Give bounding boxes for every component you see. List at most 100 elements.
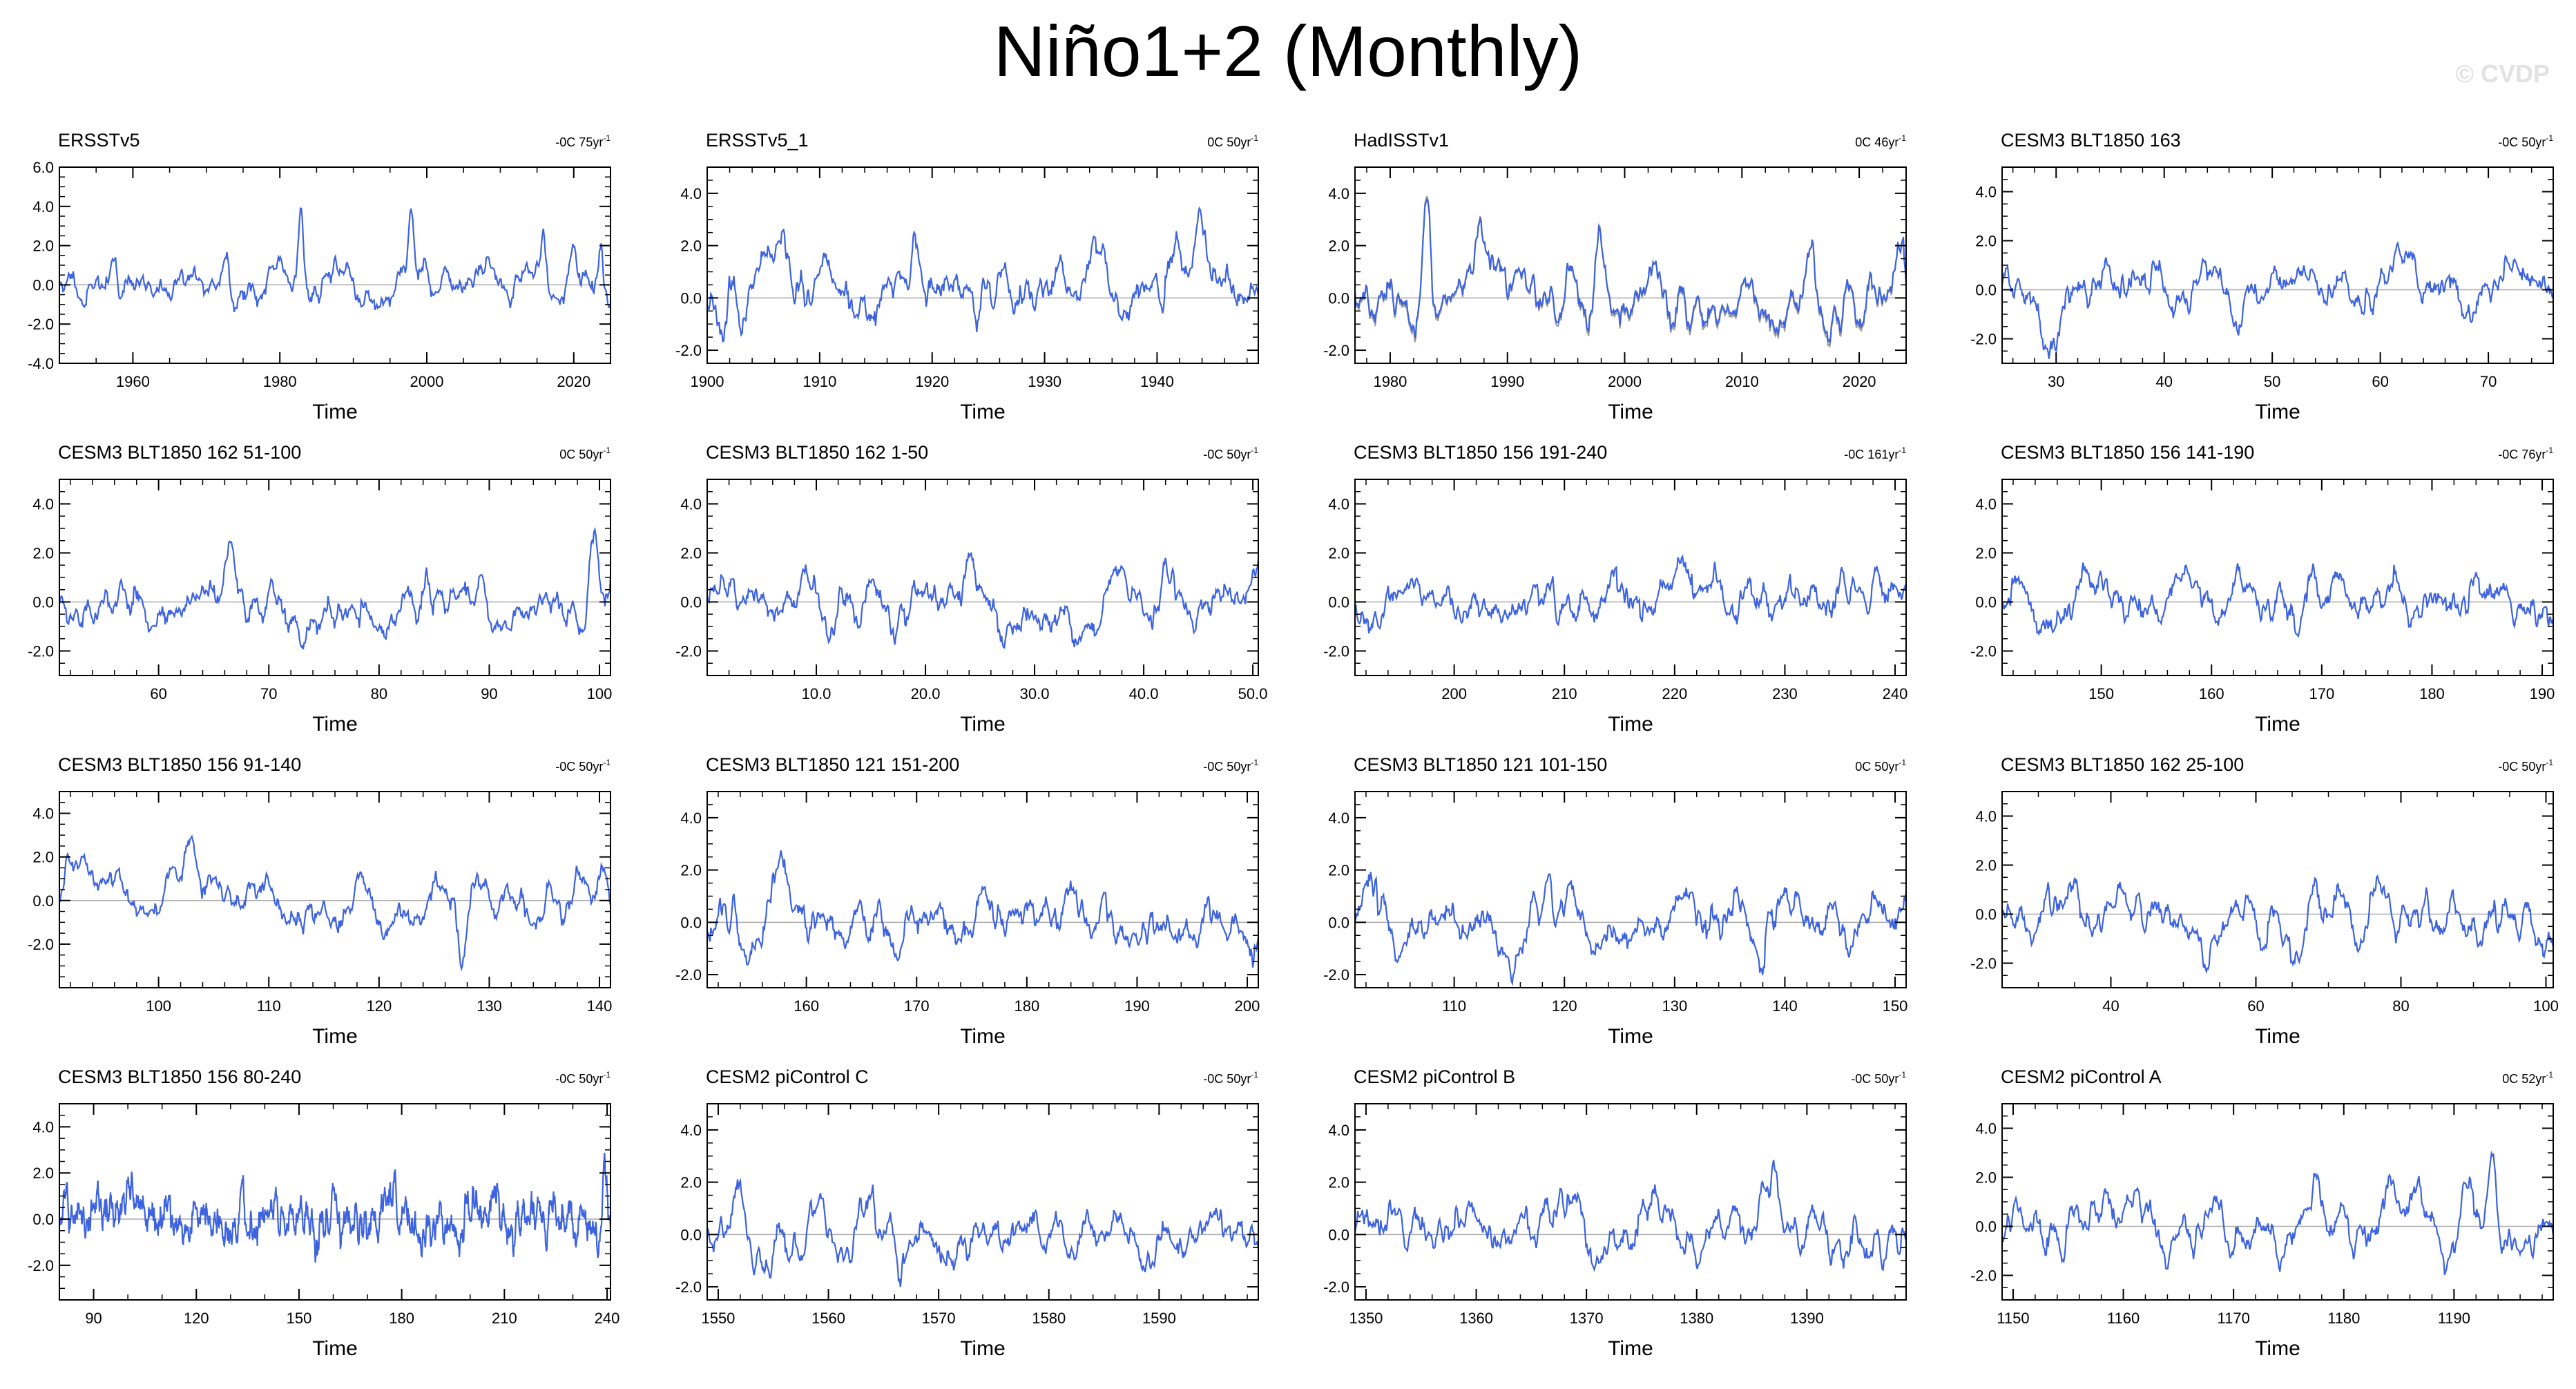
y-tick-label: 2.0 (32, 849, 54, 866)
x-tick-label: 60 (150, 685, 166, 702)
panel-9: CESM3 BLT1850 156 91-140 -0C 50yr-1 -2.0 0.… (28, 754, 612, 1048)
x-tick-label: 100 (146, 997, 171, 1015)
x-tick-label: 180 (2419, 685, 2445, 702)
x-tick-label: 170 (904, 997, 930, 1015)
trend-label: 0C 50yr-1 (1207, 133, 1258, 149)
x-tick-label: 60 (2247, 997, 2264, 1015)
y-tick-label: -2.0 (28, 643, 54, 660)
x-tick-label: 30 (2048, 373, 2064, 390)
y-tick-label: 4.0 (1328, 496, 1349, 513)
panel-title: CESM3 BLT1850 162 51-100 (58, 442, 301, 463)
x-tick-label: 90 (85, 1310, 102, 1327)
x-tick-label: 50 (2264, 373, 2280, 390)
x-tick-label: 160 (794, 997, 819, 1015)
x-tick-label: 1380 (1680, 1310, 1713, 1327)
x-tick-label: 200 (1235, 997, 1260, 1015)
panel-title: ERSSTv5_1 (706, 130, 809, 151)
panel-13: CESM3 BLT1850 156 80-240 -0C 50yr-1 -2.0 0.… (28, 1066, 619, 1360)
y-tick-label: 0.0 (680, 914, 702, 931)
series-line (707, 850, 1258, 968)
x-tick-label: 2000 (1608, 373, 1642, 390)
x-tick-label: 160 (2199, 685, 2224, 702)
trend-label: -0C 50yr-1 (2498, 133, 2553, 149)
y-tick-label: 4.0 (32, 805, 54, 823)
x-tick-label: 2020 (1843, 373, 1876, 390)
y-tick-label: -2.0 (1970, 643, 1997, 660)
series-line (2002, 1150, 2553, 1276)
watermark: © CVDP (2455, 59, 2550, 88)
x-tick-label: 90 (481, 685, 497, 702)
x-tick-label: 1360 (1459, 1310, 1493, 1327)
x-tick-label: 2010 (1725, 373, 1759, 390)
panel-5: CESM3 BLT1850 162 51-100 0C 50yr-1 -2.0 0.0… (28, 442, 612, 736)
y-tick-label: -2.0 (1323, 1278, 1349, 1296)
panel-15: CESM2 piControl B -0C 50yr-1 -2.0 0.0 2.0 4.0… (1323, 1066, 1907, 1360)
plot-frame (707, 166, 1259, 364)
x-tick-label: 1960 (116, 373, 150, 390)
x-tick-label: 30.0 (1020, 685, 1050, 702)
x-tick-label: 150 (1883, 997, 1908, 1015)
y-tick-label: 0.0 (1328, 594, 1349, 611)
panel-title: CESM3 BLT1850 162 25-100 (2001, 754, 2244, 775)
x-axis-label: Time (960, 713, 1006, 736)
x-tick-label: 1900 (691, 373, 724, 390)
y-tick-label: 2.0 (32, 545, 54, 562)
x-tick-label: 10.0 (802, 685, 832, 702)
x-tick-label: 1180 (2327, 1310, 2360, 1327)
panel-title: CESM3 BLT1850 156 191-240 (1354, 442, 1607, 463)
y-tick-label: -2.0 (675, 342, 702, 359)
panel-2: ERSSTv5_1 0C 50yr-1 -2.0 0.0 2.0 4.0 1900 1910 1… (675, 130, 1259, 423)
panel-title: CESM3 BLT1850 156 80-240 (58, 1066, 301, 1087)
series-line (1355, 198, 1906, 343)
x-tick-label: 60 (2372, 373, 2388, 390)
panel-3: HadISSTv1 0C 46yr-1 -2.0 0.0 2.0 4.0 1980 1990 2… (1323, 130, 1907, 423)
x-tick-label: 1980 (1373, 373, 1407, 390)
y-tick-label: 4.0 (1328, 810, 1349, 827)
y-tick-label: 4.0 (1328, 1122, 1349, 1139)
trend-label: -0C 50yr-1 (555, 758, 611, 774)
panel-title: CESM3 BLT1850 162 1-50 (706, 442, 928, 463)
y-tick-label: -2.0 (1970, 955, 1997, 973)
x-tick-label: 150 (287, 1310, 312, 1327)
x-tick-label: 50.0 (1238, 685, 1268, 702)
x-tick-label: 100 (587, 685, 613, 702)
x-tick-label: 80 (2392, 997, 2409, 1015)
x-tick-label: 120 (366, 997, 392, 1015)
y-tick-label: 0.0 (680, 594, 702, 611)
trend-label: -0C 50yr-1 (555, 1070, 611, 1086)
y-tick-label: 0.0 (32, 594, 54, 611)
x-tick-label: 130 (1662, 997, 1687, 1015)
y-tick-label: -2.0 (1970, 1267, 1997, 1285)
y-tick-label: 0.0 (680, 1226, 702, 1243)
x-tick-label: 170 (2309, 685, 2334, 702)
panel-12: CESM3 BLT1850 162 25-100 -0C 50yr-1 -2.0 0.… (1970, 754, 2559, 1048)
y-tick-label: 0.0 (32, 1211, 54, 1228)
x-tick-label: 230 (1772, 685, 1798, 702)
x-axis-label: Time (1608, 1337, 1653, 1360)
y-tick-label: -2.0 (675, 966, 702, 984)
page-title: Niño1+2 (Monthly) (993, 12, 1583, 92)
panel-title: CESM3 BLT1850 163 (2001, 130, 2181, 151)
plot-frame (1354, 479, 1907, 676)
trend-label: 0C 46yr-1 (1855, 133, 1906, 149)
x-tick-label: 190 (1124, 997, 1150, 1015)
series-line (59, 834, 611, 972)
y-tick-label: 2.0 (1328, 1174, 1349, 1191)
x-tick-label: 140 (1772, 997, 1798, 1015)
x-tick-label: 1560 (811, 1310, 845, 1327)
x-tick-label: 1170 (2218, 1310, 2250, 1327)
x-axis-label: Time (312, 401, 358, 423)
x-axis-label: Time (1608, 401, 1653, 423)
trend-label: -0C 76yr-1 (2498, 446, 2553, 461)
x-axis-label: Time (2255, 713, 2300, 736)
panel-8: CESM3 BLT1850 156 141-190 -0C 76yr-1 -2.0 0… (1970, 442, 2555, 736)
x-tick-label: 190 (2530, 685, 2555, 702)
x-tick-label: 40 (2155, 373, 2172, 390)
x-axis-label: Time (2255, 1025, 2300, 1048)
y-tick-label: 0.0 (1975, 906, 1997, 923)
y-tick-label: 0.0 (1328, 914, 1349, 931)
trend-label: -0C 50yr-1 (2498, 758, 2553, 774)
x-tick-label: 2000 (410, 373, 444, 390)
y-tick-label: 4.0 (680, 185, 702, 202)
series-line (707, 206, 1258, 343)
